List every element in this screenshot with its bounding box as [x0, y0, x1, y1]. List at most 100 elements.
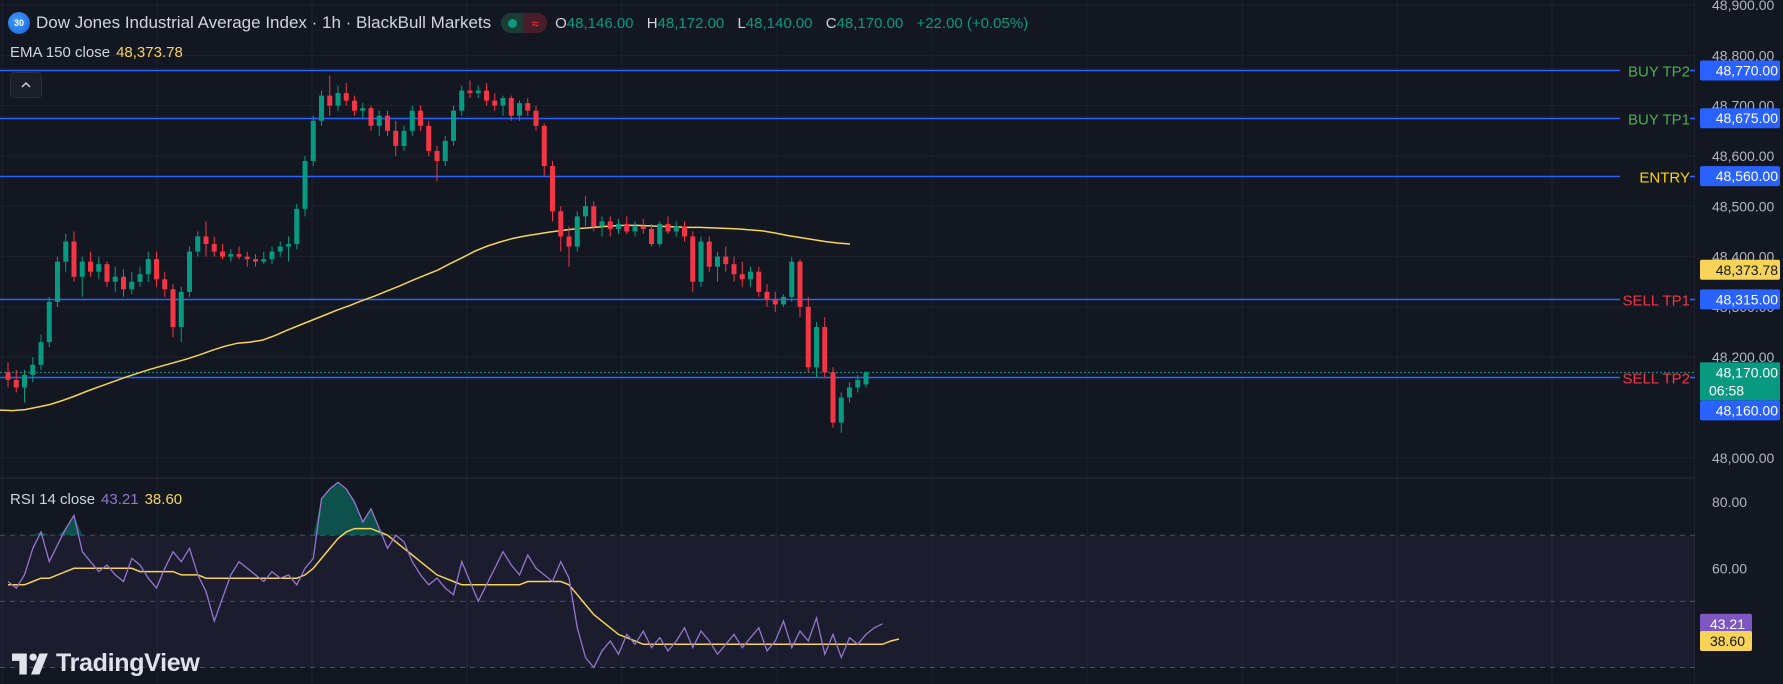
- candle: [88, 251, 93, 277]
- candle-body: [277, 246, 283, 252]
- candle-body: [434, 150, 440, 162]
- candle-body: [55, 261, 60, 302]
- rsi-value-tag[interactable]: 43.21: [1710, 616, 1745, 632]
- price-tick-label: 48,200.00: [1712, 349, 1774, 365]
- candle-body: [253, 259, 258, 262]
- candle: [475, 85, 481, 99]
- candle-body: [46, 301, 52, 343]
- candle: [657, 221, 663, 247]
- candle: [137, 266, 143, 287]
- level-price-tag[interactable]: 48,315.00: [1716, 291, 1778, 307]
- symbol-badge[interactable]: 30: [8, 12, 30, 34]
- candle-body: [682, 226, 687, 237]
- candle-body: [5, 372, 11, 380]
- level-price-tag-bg[interactable]: [1700, 60, 1780, 81]
- candle-body: [847, 387, 852, 398]
- candle: [640, 218, 646, 234]
- candle: [294, 203, 300, 250]
- ema-price-tag-bg[interactable]: [1700, 259, 1780, 280]
- level-price-tag[interactable]: 48,675.00: [1716, 110, 1778, 126]
- candle-body: [467, 90, 473, 94]
- level-label: ENTRY: [1639, 170, 1690, 187]
- rsi-value-tag-bg[interactable]: [1700, 613, 1752, 634]
- candle: [781, 294, 786, 307]
- candle-body: [352, 100, 357, 111]
- candle: [426, 120, 432, 156]
- candle-body: [533, 110, 539, 126]
- rsi-ma-tag[interactable]: 38.60: [1710, 633, 1745, 649]
- candle: [814, 322, 819, 378]
- candle: [665, 216, 671, 234]
- candle: [525, 98, 531, 116]
- level-price-tag[interactable]: 48,770.00: [1716, 62, 1778, 78]
- level-price-tag-bg[interactable]: [1700, 289, 1780, 310]
- candle-body: [129, 281, 135, 290]
- candle-body: [484, 90, 489, 101]
- candle: [145, 251, 151, 282]
- candle-body: [459, 90, 465, 111]
- candle: [63, 233, 69, 272]
- candle-body: [550, 166, 555, 212]
- candle-body: [409, 110, 415, 131]
- candle-body: [63, 241, 69, 262]
- candle-body: [360, 108, 366, 111]
- candle-body: [286, 244, 291, 247]
- collapse-legend-button[interactable]: [10, 72, 42, 98]
- candle: [195, 231, 201, 257]
- candle-body: [690, 236, 696, 282]
- candle-body: [665, 223, 671, 232]
- level-price-tag[interactable]: 48,560.00: [1716, 168, 1778, 184]
- ema-legend[interactable]: EMA 150 close 48,373.78: [10, 44, 183, 61]
- candle: [203, 221, 209, 257]
- level-price-tag[interactable]: 48,160.00: [1716, 402, 1778, 418]
- candle-body: [319, 95, 324, 121]
- market-status[interactable]: ≈: [501, 13, 548, 33]
- candle: [393, 120, 399, 156]
- candle: [244, 251, 250, 267]
- candle: [253, 254, 258, 267]
- candle: [121, 269, 126, 297]
- candle-body: [244, 256, 250, 260]
- candle-body: [442, 140, 448, 162]
- candle-body: [302, 161, 308, 209]
- tradingview-logo[interactable]: TradingView: [12, 649, 200, 678]
- candle: [418, 105, 423, 131]
- last-price-tag-bg[interactable]: [1700, 362, 1780, 401]
- candle-body: [335, 93, 341, 106]
- price-axis[interactable]: 48,900.0048,800.0048,700.0048,600.0048,5…: [1695, 0, 1783, 684]
- rsi-ma-tag-bg[interactable]: [1700, 631, 1752, 652]
- candle: [797, 259, 803, 317]
- candle-body: [475, 90, 481, 94]
- candle: [277, 241, 283, 257]
- candle-body: [401, 130, 407, 146]
- rsi-legend[interactable]: RSI 14 close 43.21 38.60: [10, 491, 182, 508]
- ema-price-tag[interactable]: 48,373.78: [1716, 262, 1778, 278]
- level-price-tag-bg[interactable]: [1700, 400, 1780, 421]
- candle: [830, 367, 836, 428]
- chart-title[interactable]: Dow Jones Industrial Average Index · 1h …: [36, 13, 492, 32]
- countdown-label[interactable]: 06:58: [1709, 382, 1744, 398]
- candle: [38, 334, 44, 370]
- candle: [764, 284, 770, 307]
- candle: [459, 85, 465, 116]
- candle-body: [797, 261, 803, 307]
- candle: [442, 135, 448, 167]
- candle: [154, 251, 159, 287]
- candle: [162, 271, 168, 297]
- candle-body: [145, 259, 151, 275]
- market-open-indicator[interactable]: [501, 13, 524, 33]
- candle: [22, 369, 27, 403]
- change-value: +22.00 (+0.05%): [916, 14, 1029, 32]
- delay-icon[interactable]: ≈: [523, 13, 548, 33]
- last-price-tag[interactable]: 48,170.00: [1716, 364, 1778, 380]
- candle-body: [195, 236, 201, 252]
- rsi-line: [7, 481, 883, 669]
- candle: [517, 100, 522, 121]
- candle: [71, 231, 77, 282]
- candle-body: [640, 226, 646, 229]
- candle: [706, 236, 712, 272]
- level-price-tag-bg[interactable]: [1700, 108, 1780, 129]
- rsi-legend-value: 43.21: [101, 491, 139, 508]
- level-price-tag-bg[interactable]: [1700, 166, 1780, 187]
